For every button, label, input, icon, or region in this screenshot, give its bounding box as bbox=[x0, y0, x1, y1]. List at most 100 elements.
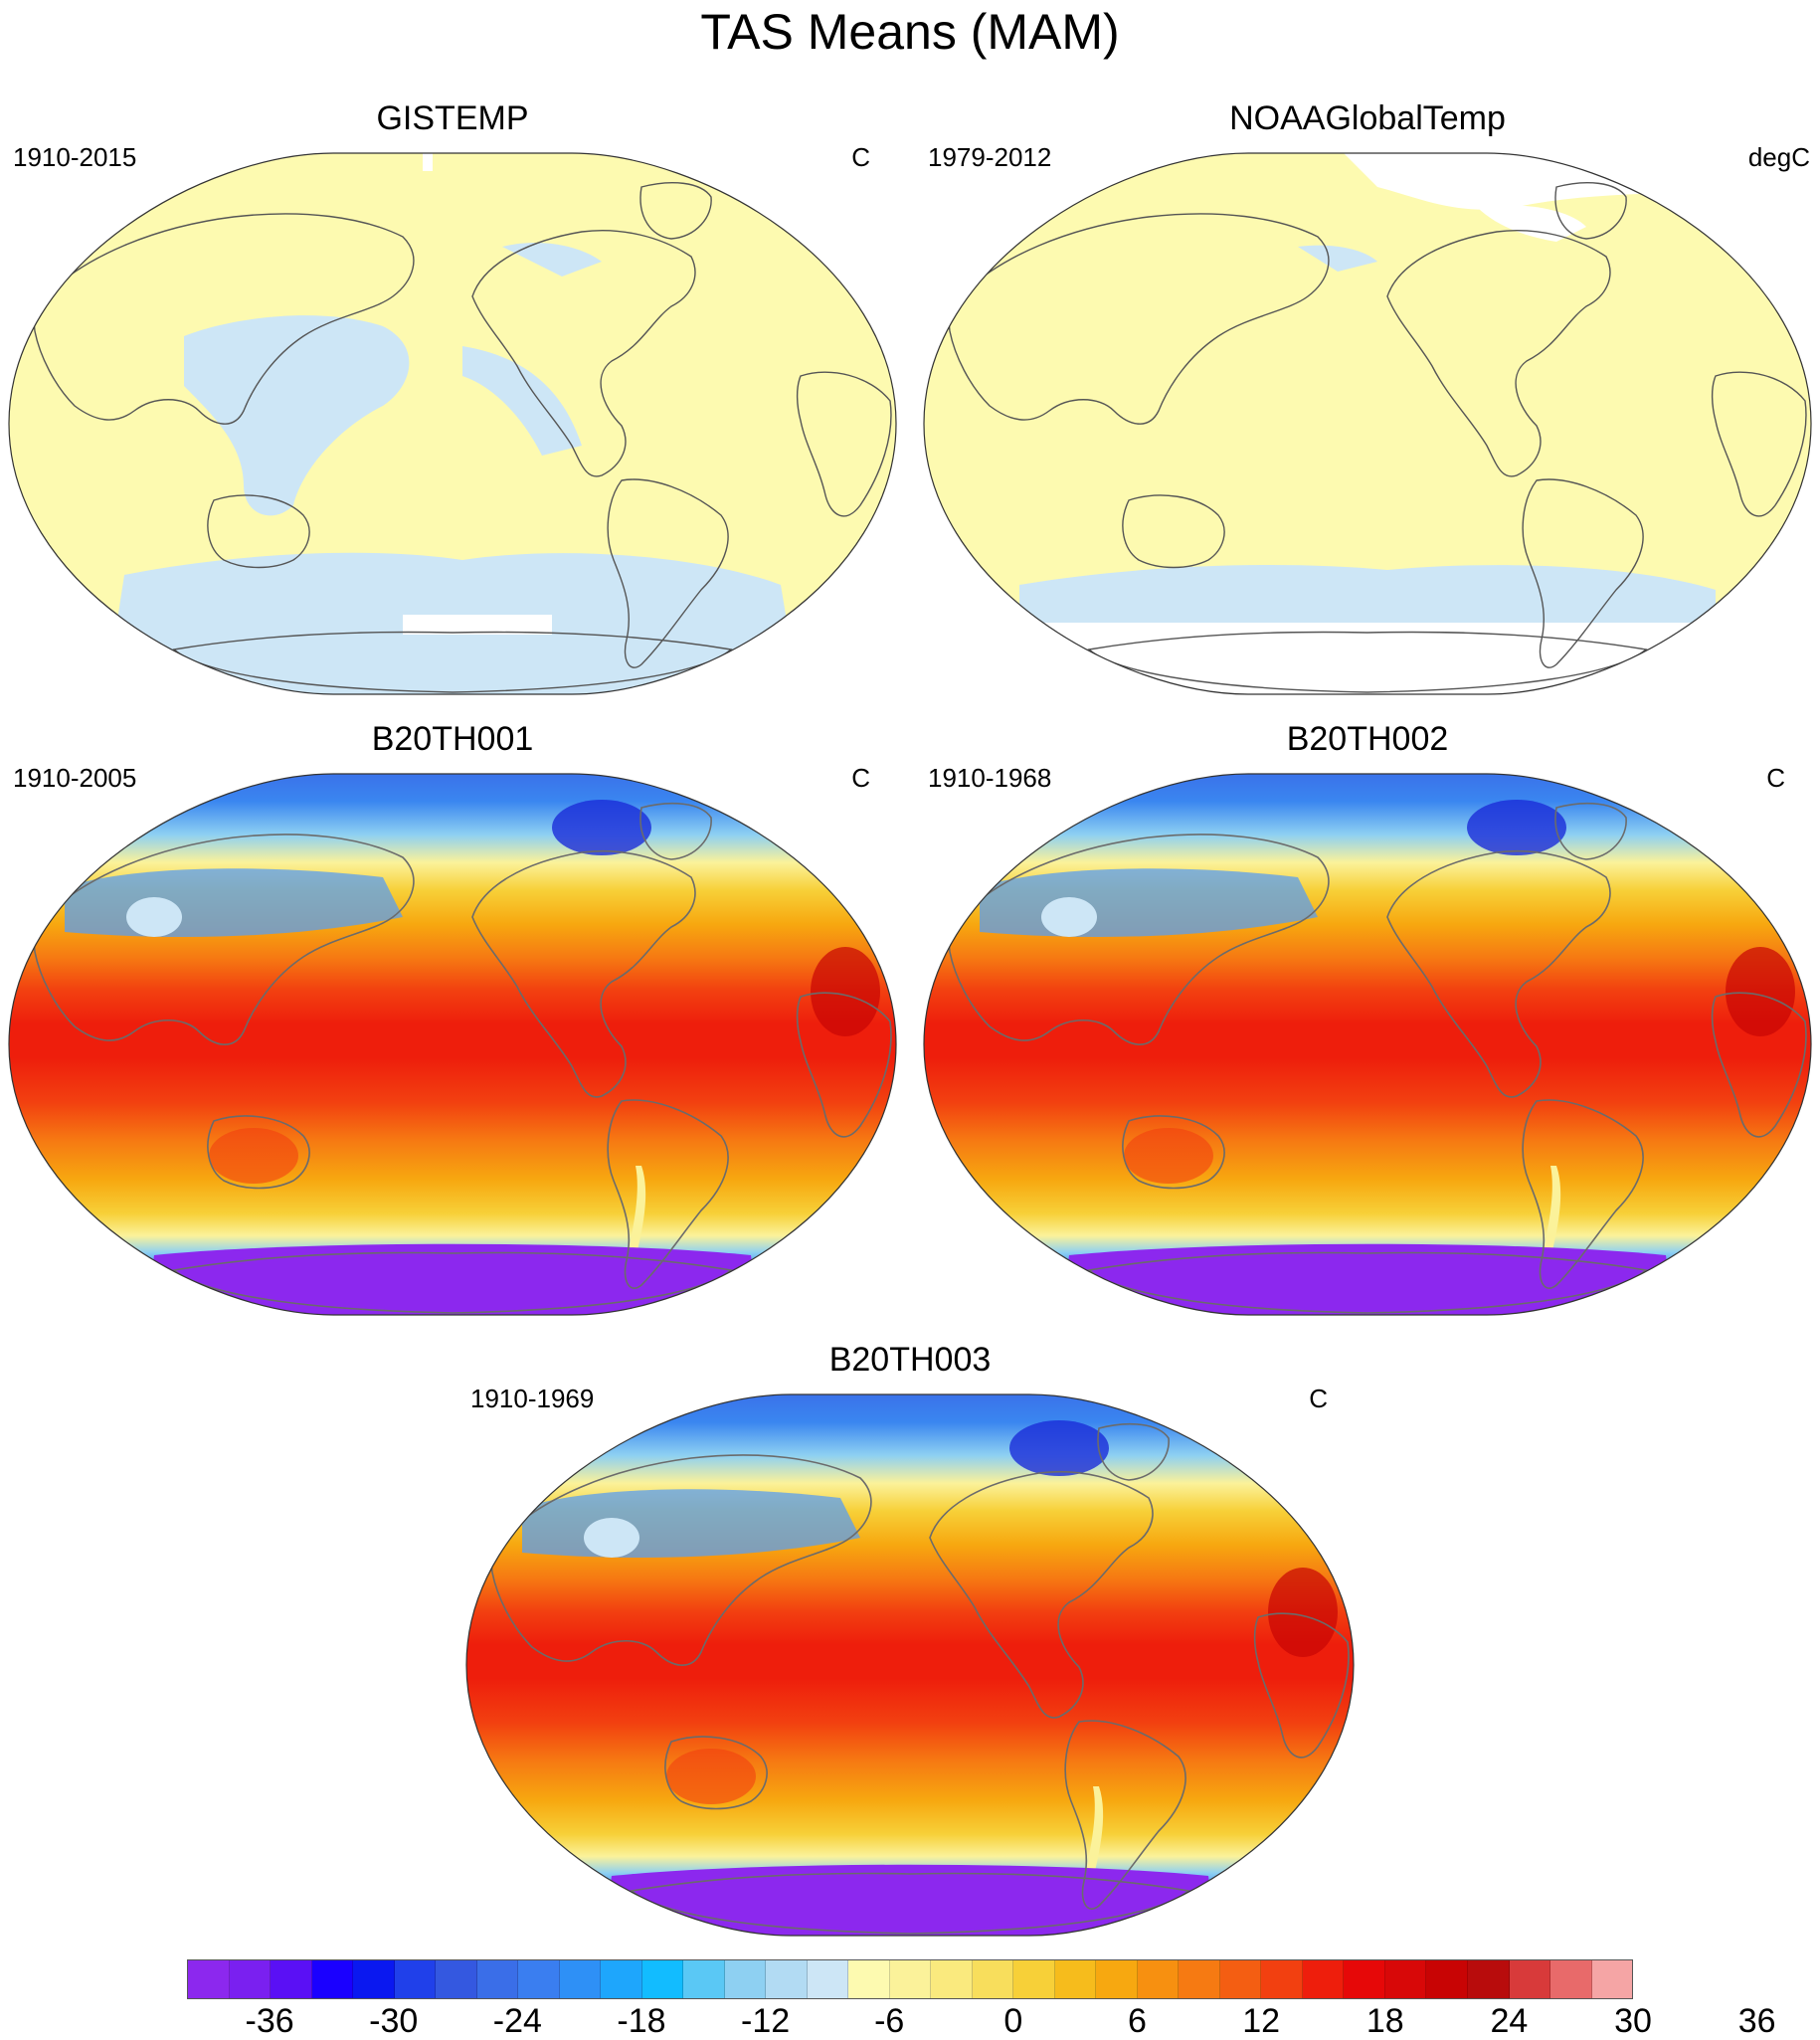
tibet-cold-region bbox=[1041, 897, 1097, 937]
coastline-south-america bbox=[1522, 1099, 1644, 1289]
colorbar-swatch bbox=[229, 1960, 272, 1998]
colorbar-tick-label: -18 bbox=[617, 2002, 666, 2040]
units-label: C bbox=[1309, 1384, 1328, 1413]
colorbar-swatch bbox=[1096, 1960, 1138, 1998]
coastline-greenland bbox=[1097, 1422, 1170, 1481]
colorbar-labels: -36 -30 -24 -18 -12 -6 0 6 12 18 24 30 36 bbox=[187, 2002, 1776, 2040]
units-label: C bbox=[851, 763, 870, 793]
colorbar-swatch bbox=[766, 1960, 808, 1998]
colorbar-swatch bbox=[601, 1960, 642, 1998]
panel-title: B20TH002 bbox=[1286, 720, 1449, 758]
coastline-africa bbox=[796, 371, 892, 517]
coastline-africa bbox=[796, 992, 892, 1138]
coastline-south-america bbox=[1522, 478, 1644, 668]
coastline-north-america bbox=[471, 230, 696, 477]
panel-title: GISTEMP bbox=[376, 99, 529, 137]
coastline-australia bbox=[664, 1736, 768, 1810]
units-label: C bbox=[1766, 763, 1785, 793]
coastline-north-america bbox=[929, 1470, 1154, 1719]
map-border bbox=[465, 1393, 1355, 1937]
colorbar-tick-label: -36 bbox=[245, 2002, 294, 2040]
coastline-australia bbox=[1122, 1115, 1225, 1190]
colorbar-swatch bbox=[1550, 1960, 1592, 1998]
missing-data-greenland bbox=[1477, 205, 1586, 242]
period-label: 1910-1968 bbox=[928, 763, 1052, 793]
map-border bbox=[8, 773, 897, 1316]
tibet-cold-region bbox=[584, 1518, 639, 1558]
panel-title: B20TH003 bbox=[828, 1341, 992, 1379]
coastline-australia bbox=[207, 1115, 310, 1190]
period-label: 1979-2012 bbox=[928, 142, 1052, 172]
coastline-south-america bbox=[607, 1099, 729, 1289]
map-border bbox=[923, 773, 1812, 1316]
colorbar-tick-label: 18 bbox=[1365, 2002, 1404, 2040]
period-label: 1910-2015 bbox=[13, 142, 137, 172]
greenland-cold-region bbox=[552, 800, 651, 855]
colorbar-swatch bbox=[1302, 1960, 1345, 1998]
coastline-greenland bbox=[639, 182, 712, 240]
period-label: 1910-2005 bbox=[13, 763, 137, 793]
anomaly-region-pacific bbox=[184, 315, 410, 516]
colorbar-tick-label: -24 bbox=[492, 2002, 542, 2040]
colorbar-tick-label: -12 bbox=[741, 2002, 791, 2040]
period-label: 1910-1969 bbox=[470, 1384, 595, 1413]
colorbar-tick-label: 24 bbox=[1490, 2002, 1529, 2040]
coastline-greenland bbox=[639, 802, 712, 860]
colorbar-swatch bbox=[476, 1960, 519, 1998]
colorbar-swatch bbox=[1137, 1960, 1180, 1998]
colorbar-swatch bbox=[1384, 1960, 1427, 1998]
antarctica-cold-region bbox=[144, 1243, 761, 1315]
coastline-north-america bbox=[1386, 849, 1611, 1098]
antarctica-cold-region bbox=[1059, 1243, 1676, 1315]
coastline-asia bbox=[948, 213, 1330, 425]
colorbar-swatch bbox=[394, 1960, 437, 1998]
colorbar-swatch bbox=[1219, 1960, 1262, 1998]
colorbar-swatch bbox=[353, 1960, 395, 1998]
coastline-antarctica bbox=[172, 1251, 733, 1314]
temperature-field bbox=[9, 774, 896, 1315]
colorbar-swatch bbox=[1344, 1960, 1385, 1998]
figure-title: TAS Means (MAM) bbox=[700, 4, 1120, 60]
colorbar-swatch bbox=[724, 1960, 767, 1998]
units-label: C bbox=[851, 142, 870, 172]
anomaly-region-arctic bbox=[502, 242, 602, 277]
colorbar-swatch bbox=[931, 1960, 973, 1998]
africa-hot-region bbox=[1268, 1568, 1338, 1657]
australia-hot-region bbox=[1124, 1128, 1213, 1184]
colorbar-swatch bbox=[807, 1960, 849, 1998]
map-panel: B20TH001 1910-2005 C bbox=[5, 718, 900, 1327]
coastline-asia bbox=[33, 834, 415, 1045]
temperature-field bbox=[924, 774, 1811, 1315]
coastline-asia bbox=[490, 1454, 872, 1666]
coastline-africa bbox=[1253, 1612, 1350, 1759]
colorbar-swatch bbox=[188, 1960, 230, 1998]
coastline-north-america bbox=[471, 849, 696, 1098]
coastline-antarctica bbox=[172, 631, 733, 693]
antarctica-cold-region bbox=[602, 1864, 1218, 1936]
colorbar-swatch bbox=[518, 1960, 560, 1998]
coastline-north-america bbox=[1386, 230, 1611, 477]
colorbar-tick-label: 30 bbox=[1614, 2002, 1652, 2040]
colorbar-tick-label: 36 bbox=[1737, 2002, 1776, 2040]
colorbar-swatch bbox=[1426, 1960, 1468, 1998]
coastline-africa bbox=[1711, 371, 1807, 517]
coastline-south-america bbox=[607, 478, 729, 668]
map bbox=[462, 1389, 1358, 1946]
coastline-asia bbox=[33, 213, 415, 425]
coastline-antarctica bbox=[1087, 631, 1648, 693]
coastline-antarctica bbox=[1087, 1251, 1648, 1314]
coastline-greenland bbox=[1554, 802, 1627, 860]
anomaly-region-north-pacific bbox=[1298, 245, 1377, 272]
colorbar-swatch bbox=[1054, 1960, 1097, 1998]
australia-hot-region bbox=[666, 1749, 756, 1804]
colorbar-swatch bbox=[311, 1960, 354, 1998]
colorbar-swatch bbox=[1261, 1960, 1303, 1998]
greenland-cold-region bbox=[1009, 1420, 1109, 1476]
map-panel: B20TH003 1910-1969 C bbox=[462, 1339, 1358, 1947]
panel-title: B20TH001 bbox=[371, 720, 534, 758]
coastline-south-america bbox=[1064, 1720, 1186, 1910]
colorbar-tick-label: -6 bbox=[874, 2002, 905, 2040]
anomaly-region-americas bbox=[462, 346, 582, 456]
map-panel: NOAAGlobalTemp 1979-2012 degC bbox=[920, 97, 1815, 706]
map bbox=[920, 147, 1815, 704]
